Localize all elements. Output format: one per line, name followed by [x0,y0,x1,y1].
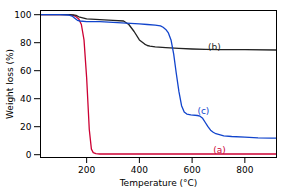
svg-text:800: 800 [236,165,253,175]
svg-text:400: 400 [131,165,148,175]
svg-text:0: 0 [26,150,32,160]
svg-text:(a): (a) [213,145,226,155]
svg-text:600: 600 [184,165,201,175]
svg-text:40: 40 [20,94,32,104]
svg-text:20: 20 [20,122,32,132]
svg-text:(b): (b) [208,42,221,52]
svg-text:100: 100 [14,10,31,20]
svg-text:Weight loss (%): Weight loss (%) [5,49,15,119]
svg-text:(c): (c) [197,106,209,116]
svg-text:200: 200 [78,165,95,175]
svg-text:60: 60 [20,66,32,76]
svg-text:Temperature (°C): Temperature (°C) [119,178,198,188]
svg-text:80: 80 [20,38,32,48]
